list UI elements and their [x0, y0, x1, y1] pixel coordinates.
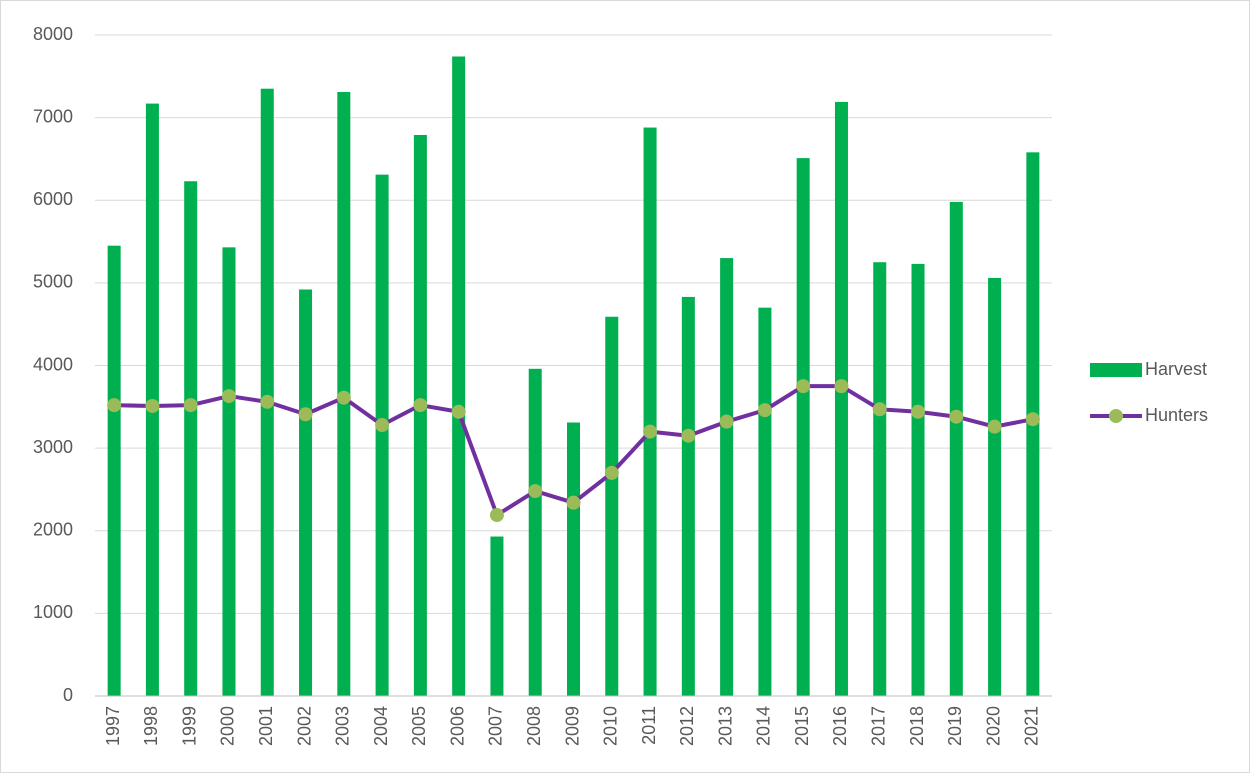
marker — [145, 398, 160, 413]
marker — [451, 404, 466, 419]
bar — [490, 536, 504, 696]
legend-marker — [1109, 409, 1123, 423]
marker — [681, 428, 696, 443]
marker — [911, 404, 926, 419]
x-tick-label: 2021 — [1022, 706, 1042, 746]
marker — [796, 379, 811, 394]
x-tick-label: 2001 — [256, 706, 276, 746]
x-tick-label: 2004 — [371, 706, 391, 746]
marker — [719, 414, 734, 429]
bar — [260, 88, 274, 697]
bar — [911, 263, 925, 696]
y-tick-label: 0 — [63, 685, 73, 705]
y-tick-label: 6000 — [33, 189, 73, 209]
bar — [605, 316, 619, 696]
x-tick-label: 1999 — [179, 706, 199, 746]
bar — [299, 289, 313, 696]
legend-label: Hunters — [1145, 405, 1208, 425]
marker — [221, 389, 236, 404]
marker — [413, 398, 428, 413]
marker — [260, 394, 275, 409]
marker — [643, 424, 658, 439]
y-tick-label: 8000 — [33, 24, 73, 44]
bar — [949, 201, 963, 696]
bar — [873, 262, 887, 696]
y-tick-label: 5000 — [33, 272, 73, 292]
y-tick-label: 2000 — [33, 520, 73, 540]
marker — [528, 484, 543, 499]
marker — [834, 379, 849, 394]
y-tick-label: 7000 — [33, 106, 73, 126]
x-tick-label: 1998 — [141, 706, 161, 746]
bar — [222, 247, 236, 696]
legend-swatch — [1090, 363, 1142, 377]
marker — [107, 398, 122, 413]
x-tick-label: 2011 — [639, 706, 659, 745]
marker — [1025, 412, 1040, 427]
marker — [604, 465, 619, 480]
x-tick-label: 2010 — [601, 706, 621, 746]
bar — [681, 296, 695, 696]
marker — [375, 417, 390, 432]
x-tick-label: 2006 — [447, 706, 467, 746]
bar — [528, 368, 542, 696]
x-tick-label: 2009 — [562, 706, 582, 746]
bar — [796, 158, 810, 696]
marker — [757, 403, 772, 418]
bar — [988, 277, 1002, 696]
x-tick-label: 2003 — [333, 706, 353, 746]
x-tick-label: 2005 — [409, 706, 429, 746]
x-tick-label: 2002 — [294, 706, 314, 746]
marker — [566, 495, 581, 510]
bar — [375, 174, 389, 697]
x-tick-label: 2007 — [486, 706, 506, 746]
x-tick-label: 2012 — [677, 706, 697, 746]
bar — [643, 127, 657, 697]
x-tick-label: 2008 — [524, 706, 544, 746]
x-tick-label: 2019 — [945, 706, 965, 746]
x-tick-label: 2018 — [907, 706, 927, 746]
bar — [413, 134, 427, 696]
bar — [566, 422, 581, 696]
y-tick-label: 1000 — [33, 602, 73, 622]
x-tick-label: 2015 — [792, 706, 812, 746]
y-tick-label: 3000 — [33, 437, 73, 457]
x-tick-label: 2016 — [830, 706, 850, 746]
marker — [489, 508, 504, 523]
marker — [183, 398, 198, 413]
bar — [184, 181, 198, 697]
marker — [298, 407, 313, 422]
x-tick-label: 2020 — [983, 706, 1003, 746]
marker — [987, 419, 1002, 434]
marker — [336, 390, 351, 405]
bar — [758, 307, 772, 696]
x-tick-label: 1997 — [103, 706, 123, 746]
marker — [872, 402, 887, 417]
x-tick-label: 2017 — [868, 706, 888, 746]
bar — [107, 245, 121, 696]
bar — [720, 258, 734, 696]
bar — [452, 56, 466, 697]
y-tick-label: 4000 — [33, 354, 73, 374]
bar — [834, 101, 848, 696]
x-tick-label: 2014 — [754, 706, 774, 746]
x-tick-label: 2000 — [218, 706, 238, 746]
marker — [949, 409, 964, 424]
legend-label: Harvest — [1145, 359, 1207, 379]
x-tick-label: 2013 — [715, 706, 735, 746]
